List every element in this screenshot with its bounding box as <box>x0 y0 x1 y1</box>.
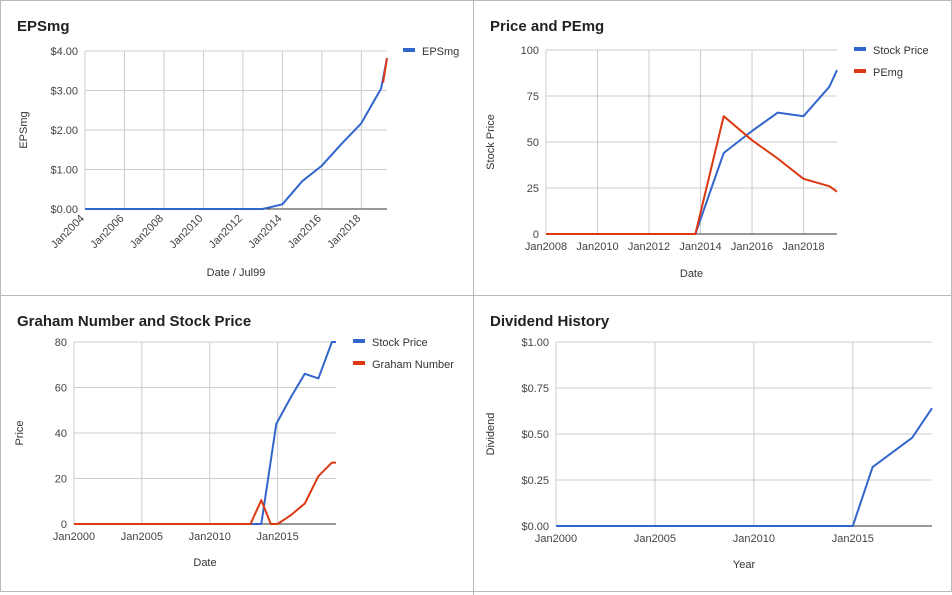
series-line <box>556 407 933 527</box>
x-tick-label: Jan2018 <box>782 241 824 253</box>
y-axis-title: Stock Price <box>485 114 497 170</box>
x-tick-label: Jan2010 <box>576 241 618 253</box>
y-tick-label: 75 <box>527 91 539 103</box>
chart-panel-graham: Graham Number and Stock Price 0 20 40 60 80 Ja… <box>1 296 473 590</box>
x-tick-label: Jan2012 <box>207 213 245 251</box>
x-tick-label: Jan2008 <box>128 213 166 251</box>
x-tick-label: Jan2018 <box>325 213 363 251</box>
y-tick-label: 50 <box>527 137 539 149</box>
y-tick-label: 60 <box>55 383 67 395</box>
y-tick-label: $0.00 <box>50 204 78 216</box>
y-tick-label: $0.50 <box>521 429 549 441</box>
y-tick-label: 25 <box>527 183 539 195</box>
chart-panel-eps: EPSmg $0.00 $1.00 $2.00 $3.00 $4.00 Jan2004 Jan… <box>1 1 473 295</box>
y-tick-label: 40 <box>55 428 67 440</box>
y-tick-label: 100 <box>521 45 539 57</box>
y-tick-label: $0.00 <box>521 521 549 533</box>
chart-svg: Dividend History $0.00 $0.25 $0.50 $0.75 $1.0… <box>485 313 933 571</box>
y-tick-label: $2.00 <box>50 125 78 137</box>
y-tick-label: 0 <box>61 519 67 531</box>
legend-label: EPSmg <box>422 46 459 58</box>
legend-label: Stock Price <box>372 337 428 349</box>
x-tick-label: Jan2015 <box>257 531 299 543</box>
legend-label: Graham Number <box>372 359 454 371</box>
y-tick-label: $1.00 <box>50 165 78 177</box>
x-tick-label: Jan2010 <box>167 213 205 251</box>
chart-svg: Graham Number and Stock Price 0 20 40 60 80 Ja… <box>14 313 454 569</box>
series-line <box>546 115 838 235</box>
x-tick-label: Jan2000 <box>535 533 577 545</box>
y-axis-title: Dividend <box>485 413 497 456</box>
legend-swatch <box>854 47 866 51</box>
vertical-divider <box>473 0 474 595</box>
x-tick-label: Jan2005 <box>634 533 676 545</box>
x-tick-label: Jan2015 <box>832 533 874 545</box>
y-tick-label: 0 <box>533 229 539 241</box>
y-axis-title: Price <box>14 420 26 445</box>
y-tick-label: 80 <box>55 337 67 349</box>
x-axis-title: Year <box>733 559 756 571</box>
chart-title: Price and PEmg <box>490 18 604 35</box>
legend-swatch <box>353 361 365 365</box>
legend-swatch <box>353 339 365 343</box>
series-line <box>546 69 838 235</box>
series-line <box>382 57 388 83</box>
y-axis-title: EPSmg <box>18 111 30 148</box>
y-tick-label: $0.25 <box>521 475 549 487</box>
x-tick-label: Jan2004 <box>49 213 87 251</box>
chart-svg: Price and PEmg 0 25 50 75 100 Jan2008 Jan2010 Ja… <box>485 18 929 280</box>
x-tick-label: Jan2000 <box>53 531 95 543</box>
x-tick-label: Jan2008 <box>525 241 567 253</box>
y-tick-label: $1.00 <box>521 337 549 349</box>
y-tick-label: $0.75 <box>521 383 549 395</box>
x-tick-label: Jan2014 <box>246 213 284 251</box>
legend-label: PEmg <box>873 67 903 79</box>
x-axis-title: Date <box>193 557 216 569</box>
chart-title: Graham Number and Stock Price <box>17 313 251 330</box>
legend-swatch <box>403 48 415 52</box>
x-tick-label: Jan2016 <box>286 213 324 251</box>
chart-title: EPSmg <box>17 18 70 35</box>
x-axis-title: Date <box>680 268 703 280</box>
x-axis-title: Date / Jul99 <box>207 267 266 279</box>
x-tick-label: Jan2016 <box>731 241 773 253</box>
y-tick-label: 20 <box>55 474 67 486</box>
y-tick-label: $3.00 <box>50 86 78 98</box>
y-tick-label: $4.00 <box>50 46 78 58</box>
x-tick-label: Jan2006 <box>88 213 126 251</box>
legend-swatch <box>854 69 866 73</box>
series-line <box>85 57 388 210</box>
chart-panel-dividend: Dividend History $0.00 $0.25 $0.50 $0.75 $1.0… <box>474 296 950 590</box>
horizontal-divider <box>0 295 952 296</box>
x-tick-label: Jan2010 <box>733 533 775 545</box>
chart-title: Dividend History <box>490 313 610 330</box>
x-tick-label: Jan2012 <box>628 241 670 253</box>
legend-label: Stock Price <box>873 45 929 57</box>
chart-panel-price-pe: Price and PEmg 0 25 50 75 100 Jan2008 Jan2010 Ja… <box>474 1 950 295</box>
x-tick-label: Jan2010 <box>189 531 231 543</box>
series-line <box>74 461 336 525</box>
x-tick-label: Jan2014 <box>679 241 721 253</box>
x-tick-label: Jan2005 <box>121 531 163 543</box>
